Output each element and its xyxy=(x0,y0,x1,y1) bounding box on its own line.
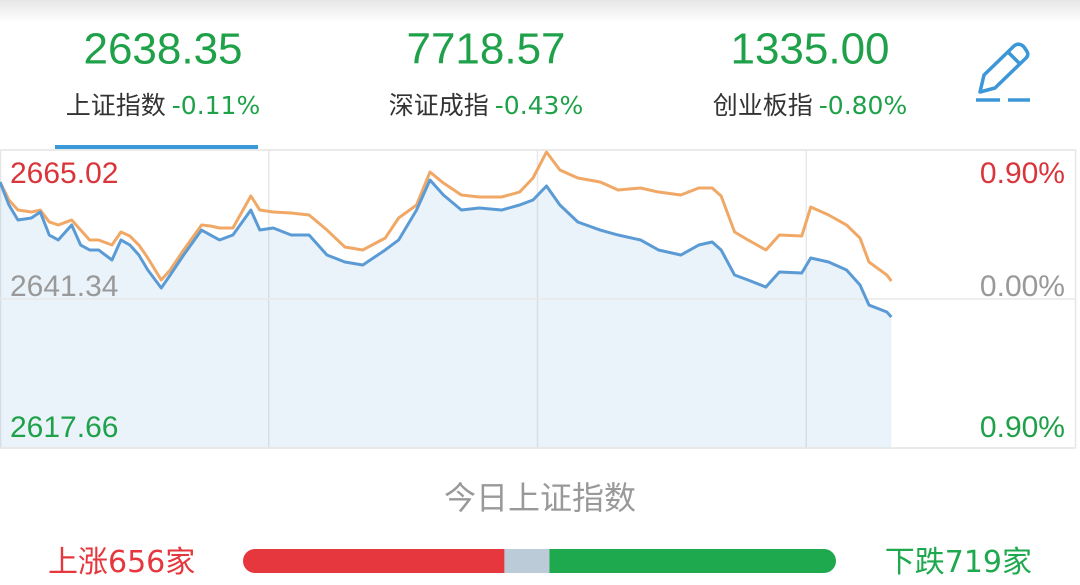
series-line xyxy=(0,150,893,282)
y-tick-label: 2617.66 xyxy=(10,411,118,444)
edit-icon xyxy=(1006,50,1022,66)
index-change: -0.43% xyxy=(495,91,583,120)
edit-icon xyxy=(978,42,1030,94)
area xyxy=(0,180,892,449)
market-breadth: 上涨656家 下跌719家 xyxy=(48,545,1032,580)
index-name: 深证成指 xyxy=(389,91,489,120)
index-tab[interactable]: 1335.00 创业板指 -0.80% xyxy=(713,25,907,120)
y-tick-label: 2665.02 xyxy=(10,157,118,190)
chart-subtitle: 今日上证指数 xyxy=(444,479,636,517)
down-unit: 家 xyxy=(1002,545,1032,580)
tab-underline xyxy=(55,145,258,149)
up-label: 上涨 xyxy=(48,545,108,580)
up-count: 上涨656家 xyxy=(48,545,195,580)
index-name: 创业板指 xyxy=(713,91,813,120)
down-segment xyxy=(549,549,836,573)
breadth-bar xyxy=(243,549,836,573)
up-segment xyxy=(243,549,505,573)
index-tabs: 2638.35 上证指数 -0.11% 7718.57 深证成指 -0.43% 1335.0… xyxy=(55,25,907,149)
y2-tick-label: 0.90% xyxy=(980,157,1065,190)
y2-tick-label: 0.90% xyxy=(980,411,1065,444)
down-label: 下跌 xyxy=(885,545,945,580)
series-line xyxy=(0,178,893,319)
edit-button[interactable] xyxy=(976,42,1030,102)
y2-tick-label: 0.00% xyxy=(980,270,1065,303)
index-change: -0.80% xyxy=(819,91,907,120)
index-tab[interactable]: 2638.35 上证指数 -0.11% xyxy=(55,25,260,149)
index-name: 上证指数 xyxy=(66,91,166,120)
index-value: 7718.57 xyxy=(406,25,565,74)
index-tab[interactable]: 7718.57 深证成指 -0.43% xyxy=(389,25,583,120)
index-change: -0.11% xyxy=(172,91,260,120)
index-label: 创业板指 -0.80% xyxy=(713,91,907,120)
intraday-chart: 2617.66 2641.34 2665.02 0.90% 0.00% 0.90% xyxy=(0,149,1077,449)
up-unit: 家 xyxy=(165,545,195,580)
index-value: 1335.00 xyxy=(730,25,889,74)
down-count: 下跌719家 xyxy=(885,545,1032,580)
flat-segment xyxy=(504,549,550,573)
down-count: 719 xyxy=(945,545,1002,580)
up-count: 656 xyxy=(108,545,165,580)
y-tick-label: 2641.34 xyxy=(10,270,118,303)
index-value: 2638.35 xyxy=(83,25,242,74)
index-label: 上证指数 -0.11% xyxy=(66,91,260,120)
index-label: 深证成指 -0.43% xyxy=(389,91,583,120)
top-shade xyxy=(0,0,1080,22)
